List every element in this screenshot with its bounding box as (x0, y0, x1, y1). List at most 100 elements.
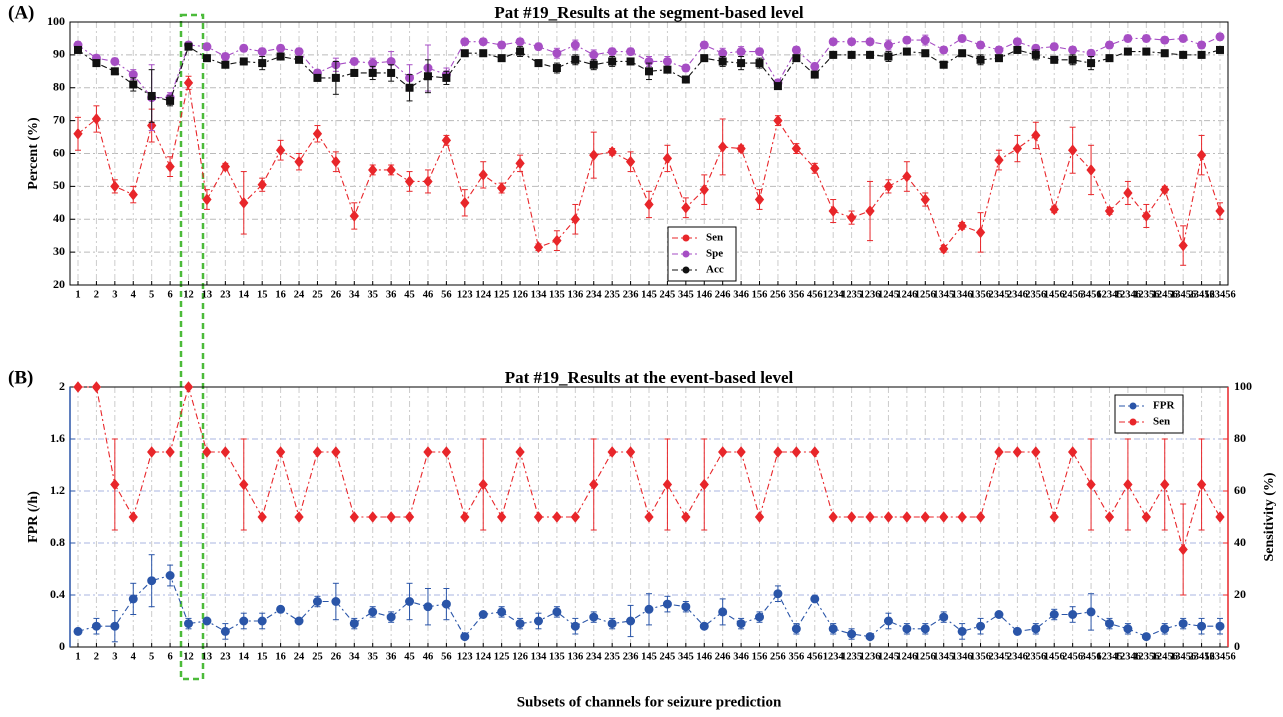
point (128, 188, 138, 201)
point (478, 169, 488, 181)
x-tick-label: 2345 (988, 651, 1009, 662)
point (184, 619, 194, 629)
point (73, 626, 83, 636)
point (810, 61, 820, 71)
point (1160, 478, 1170, 491)
x-tick-label: 4 (131, 289, 137, 300)
legend-box (1114, 394, 1184, 434)
point (828, 205, 838, 217)
point (368, 511, 378, 523)
point (1141, 33, 1151, 43)
x-tick-label: 1245 (878, 289, 899, 300)
point (404, 175, 415, 188)
x-tick-label: 13 (202, 289, 213, 300)
point (202, 54, 211, 63)
point (773, 446, 783, 458)
point (1196, 478, 1207, 491)
point (110, 67, 119, 76)
point (570, 621, 580, 631)
point (607, 619, 617, 629)
point (994, 446, 1004, 458)
point (755, 59, 764, 68)
point (791, 624, 801, 634)
y-axis-label: FPR (/h) (26, 491, 41, 543)
x-tick-label: 1346 (952, 289, 973, 300)
y2-tick-label: 80 (1234, 431, 1246, 445)
point (700, 54, 709, 63)
point (662, 56, 672, 66)
point (312, 597, 322, 606)
point (976, 621, 986, 631)
point (589, 478, 599, 491)
point (478, 37, 488, 47)
point (497, 40, 507, 50)
point (165, 446, 175, 458)
point (1123, 478, 1133, 491)
point (1123, 624, 1133, 634)
point (1086, 607, 1096, 617)
point (662, 599, 672, 609)
point (957, 220, 967, 232)
x-tick-label: 12345 (1096, 289, 1122, 300)
point (1049, 203, 1059, 216)
point (865, 37, 875, 47)
point (128, 511, 138, 523)
point (221, 60, 230, 69)
point (1104, 40, 1114, 50)
x-tick-label: 4 (131, 651, 137, 662)
point (939, 612, 949, 622)
x-tick-label: 34 (349, 289, 360, 300)
point (220, 52, 230, 62)
point (478, 478, 488, 491)
x-tick-label: 24 (294, 651, 305, 662)
point (276, 604, 286, 614)
x-tick-label: 145 (641, 651, 657, 662)
point (423, 446, 433, 458)
point (626, 616, 636, 626)
point (644, 511, 654, 523)
x-tick-label: 236 (623, 651, 639, 662)
point (239, 197, 249, 209)
point (239, 616, 249, 626)
point (625, 155, 636, 168)
point (515, 157, 525, 170)
point (920, 511, 930, 523)
y-tick-label: 0 (59, 639, 65, 653)
x-tick-label: 35 (367, 289, 378, 300)
point (129, 80, 138, 89)
point (921, 49, 930, 58)
point (1104, 205, 1115, 217)
point (1179, 50, 1188, 59)
point (1013, 45, 1022, 54)
x-tick-label: 1234 (823, 289, 845, 300)
point (147, 576, 157, 586)
x-tick-label: 26 (331, 651, 342, 662)
y-axis-label: Percent (%) (26, 117, 41, 190)
point (91, 621, 101, 631)
point (1086, 478, 1096, 491)
x-tick-label: 1236 (860, 651, 881, 662)
point (626, 47, 636, 57)
x-tick-label: 2456 (1062, 651, 1083, 662)
x-tick-label: 3456 (1081, 651, 1102, 662)
point (644, 604, 654, 614)
point (479, 49, 488, 58)
x-tick-label: 1256 (915, 289, 936, 300)
point (239, 43, 249, 53)
point (349, 619, 359, 629)
x-tick-label: 136 (567, 289, 583, 300)
point (718, 607, 728, 617)
point (773, 589, 783, 599)
point (681, 511, 691, 523)
x-tick-label: 23456 (1188, 651, 1214, 662)
x-tick-label: 12456 (1152, 289, 1178, 300)
point (920, 35, 930, 45)
x-tick-label: 346 (733, 651, 749, 662)
point (183, 77, 194, 89)
point (755, 47, 765, 57)
point (331, 446, 341, 458)
x-tick-label: 156 (752, 651, 768, 662)
point (662, 152, 673, 165)
point (791, 45, 801, 55)
point (165, 160, 175, 173)
